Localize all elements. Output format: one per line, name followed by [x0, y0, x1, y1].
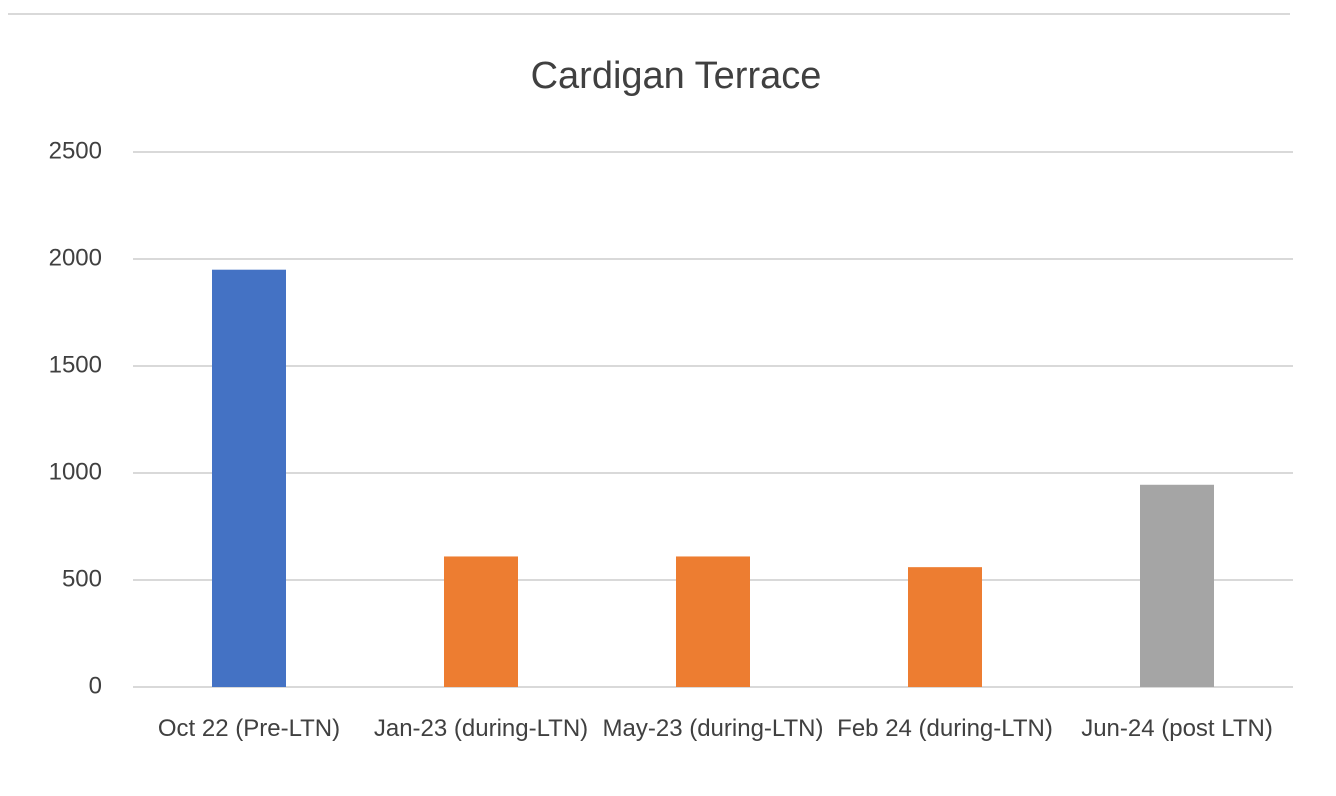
y-tick-label: 0	[89, 672, 102, 699]
y-tick-label: 500	[62, 565, 102, 592]
bar	[676, 556, 750, 687]
x-tick-label: May-23 (during-LTN)	[602, 715, 824, 742]
bar	[212, 269, 286, 687]
x-tick-label: Jan-23 (during-LTN)	[373, 715, 589, 742]
chart-title: Cardigan Terrace	[531, 55, 822, 97]
x-tick-label: Oct 22 (Pre-LTN)	[157, 715, 341, 742]
y-tick-label: 2500	[49, 137, 102, 164]
bar	[444, 556, 518, 687]
bar	[908, 567, 982, 687]
y-tick-label: 1000	[49, 458, 102, 485]
x-tick-label: Feb 24 (during-LTN)	[837, 715, 1053, 742]
bar	[1140, 484, 1214, 687]
y-tick-label: 2000	[49, 244, 102, 271]
x-tick-label: Jun-24 (post LTN)	[1081, 715, 1273, 742]
y-tick-label: 1500	[49, 351, 102, 378]
